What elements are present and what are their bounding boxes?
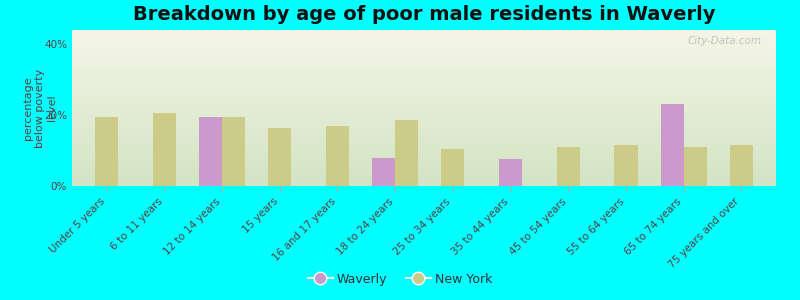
Bar [730,145,753,186]
Bar [95,117,118,186]
Bar [199,117,222,186]
Text: City-Data.com: City-Data.com [688,36,762,46]
Bar [268,128,291,186]
Bar [557,147,580,186]
Bar [442,149,464,186]
Title: Breakdown by age of poor male residents in Waverly: Breakdown by age of poor male residents … [133,5,715,24]
Y-axis label: percentage
below poverty
level: percentage below poverty level [23,68,57,148]
Bar [222,117,245,186]
Bar [326,126,349,186]
Bar [499,159,522,186]
Bar [395,120,418,186]
Bar [661,104,684,186]
Bar [684,147,706,186]
Bar [153,113,176,186]
Bar [614,145,638,186]
Legend: Waverly, New York: Waverly, New York [303,268,497,291]
Bar [372,158,395,186]
